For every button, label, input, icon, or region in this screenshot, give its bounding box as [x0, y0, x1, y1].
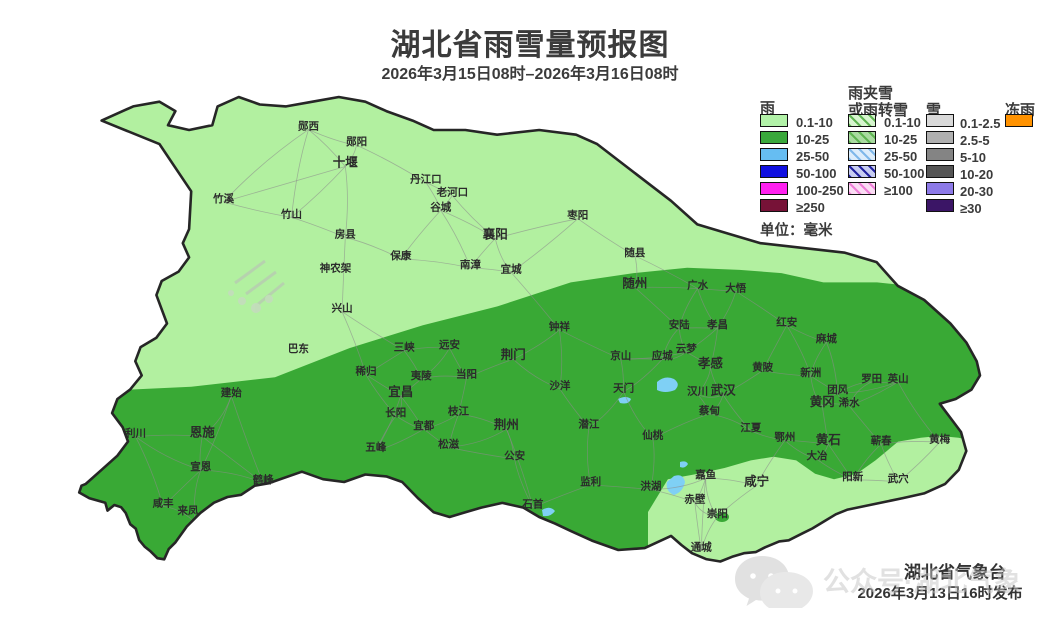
- svg-text:沙洋: 沙洋: [549, 379, 570, 392]
- svg-text:枣阳: 枣阳: [566, 209, 588, 222]
- svg-text:松滋: 松滋: [438, 437, 459, 450]
- svg-text:新洲: 新洲: [800, 366, 821, 379]
- svg-text:远安: 远安: [439, 338, 460, 351]
- svg-text:大悟: 大悟: [725, 281, 746, 294]
- svg-text:竹溪: 竹溪: [212, 192, 234, 205]
- svg-text:五峰: 五峰: [365, 441, 386, 454]
- svg-text:随州: 随州: [622, 276, 647, 291]
- svg-text:安陆: 安陆: [669, 318, 690, 331]
- svg-text:宜城: 宜城: [501, 262, 522, 275]
- svg-text:云梦: 云梦: [676, 342, 697, 355]
- svg-text:南漳: 南漳: [460, 258, 481, 271]
- svg-text:竹山: 竹山: [280, 207, 302, 220]
- svg-text:宜昌: 宜昌: [388, 384, 413, 399]
- svg-text:枝江: 枝江: [447, 404, 469, 417]
- svg-text:洪湖: 洪湖: [640, 479, 661, 492]
- svg-text:建始: 建始: [220, 386, 242, 399]
- svg-text:红安: 红安: [776, 315, 797, 328]
- svg-text:咸宁: 咸宁: [744, 474, 769, 489]
- svg-text:恩施: 恩施: [190, 425, 216, 440]
- svg-text:襄阳: 襄阳: [482, 227, 508, 242]
- svg-text:随县: 随县: [624, 246, 645, 259]
- svg-text:武汉: 武汉: [711, 383, 737, 398]
- svg-text:赤壁: 赤壁: [684, 493, 705, 506]
- svg-text:罗田: 罗田: [861, 373, 882, 385]
- svg-text:宜都: 宜都: [413, 419, 434, 432]
- svg-text:大冶: 大冶: [807, 449, 828, 462]
- svg-text:黄冈: 黄冈: [810, 394, 835, 409]
- svg-text:潜江: 潜江: [578, 418, 599, 431]
- svg-text:神农架: 神农架: [320, 261, 352, 274]
- svg-text:荆门: 荆门: [501, 347, 526, 362]
- svg-text:江夏: 江夏: [740, 421, 761, 434]
- svg-text:当阳: 当阳: [456, 368, 477, 381]
- svg-text:来凤: 来凤: [177, 504, 199, 517]
- svg-text:十堰: 十堰: [333, 155, 359, 170]
- svg-text:蕲春: 蕲春: [871, 434, 892, 447]
- svg-text:仙桃: 仙桃: [642, 429, 663, 442]
- svg-text:黄陂: 黄陂: [752, 361, 773, 374]
- svg-text:稀归: 稀归: [356, 365, 377, 378]
- svg-text:京山: 京山: [610, 349, 631, 362]
- svg-text:郧阳: 郧阳: [346, 136, 367, 148]
- svg-text:孝昌: 孝昌: [706, 318, 728, 331]
- svg-text:房县: 房县: [335, 227, 356, 240]
- svg-text:孝感: 孝感: [697, 356, 724, 371]
- svg-text:兴山: 兴山: [332, 302, 353, 315]
- svg-text:蔡甸: 蔡甸: [698, 404, 720, 417]
- svg-text:嘉鱼: 嘉鱼: [694, 468, 716, 481]
- svg-text:英山: 英山: [887, 372, 909, 385]
- svg-text:麻城: 麻城: [815, 332, 837, 345]
- svg-text:咸丰: 咸丰: [153, 496, 174, 509]
- svg-text:保康: 保康: [389, 249, 411, 262]
- svg-text:武穴: 武穴: [888, 472, 909, 485]
- svg-text:老河口: 老河口: [436, 186, 469, 199]
- svg-text:钟祥: 钟祥: [549, 320, 570, 333]
- svg-text:公安: 公安: [504, 449, 525, 462]
- svg-text:鹤峰: 鹤峰: [252, 473, 274, 486]
- svg-text:监利: 监利: [580, 475, 601, 488]
- svg-text:石首: 石首: [521, 497, 543, 510]
- svg-text:阳新: 阳新: [842, 470, 863, 483]
- svg-text:应城: 应城: [652, 349, 673, 362]
- svg-text:崇阳: 崇阳: [707, 507, 728, 520]
- svg-text:宣恩: 宣恩: [190, 460, 211, 473]
- svg-text:丹江口: 丹江口: [410, 172, 442, 185]
- svg-text:巴东: 巴东: [288, 342, 309, 355]
- svg-text:三峡: 三峡: [394, 341, 415, 354]
- svg-text:谷城: 谷城: [430, 200, 451, 213]
- svg-text:汉川: 汉川: [687, 385, 708, 398]
- svg-text:长阳: 长阳: [385, 406, 406, 419]
- svg-text:浠水: 浠水: [839, 396, 860, 409]
- svg-text:郧西: 郧西: [298, 121, 319, 133]
- svg-text:天门: 天门: [613, 382, 634, 395]
- svg-text:黄梅: 黄梅: [929, 432, 950, 445]
- svg-text:荆州: 荆州: [494, 417, 519, 432]
- svg-text:鄂州: 鄂州: [774, 431, 795, 443]
- svg-text:广水: 广水: [687, 279, 708, 292]
- svg-text:黄石: 黄石: [816, 432, 841, 447]
- svg-text:利川: 利川: [125, 427, 146, 440]
- svg-text:夷陵: 夷陵: [411, 369, 432, 382]
- svg-text:通城: 通城: [691, 541, 712, 554]
